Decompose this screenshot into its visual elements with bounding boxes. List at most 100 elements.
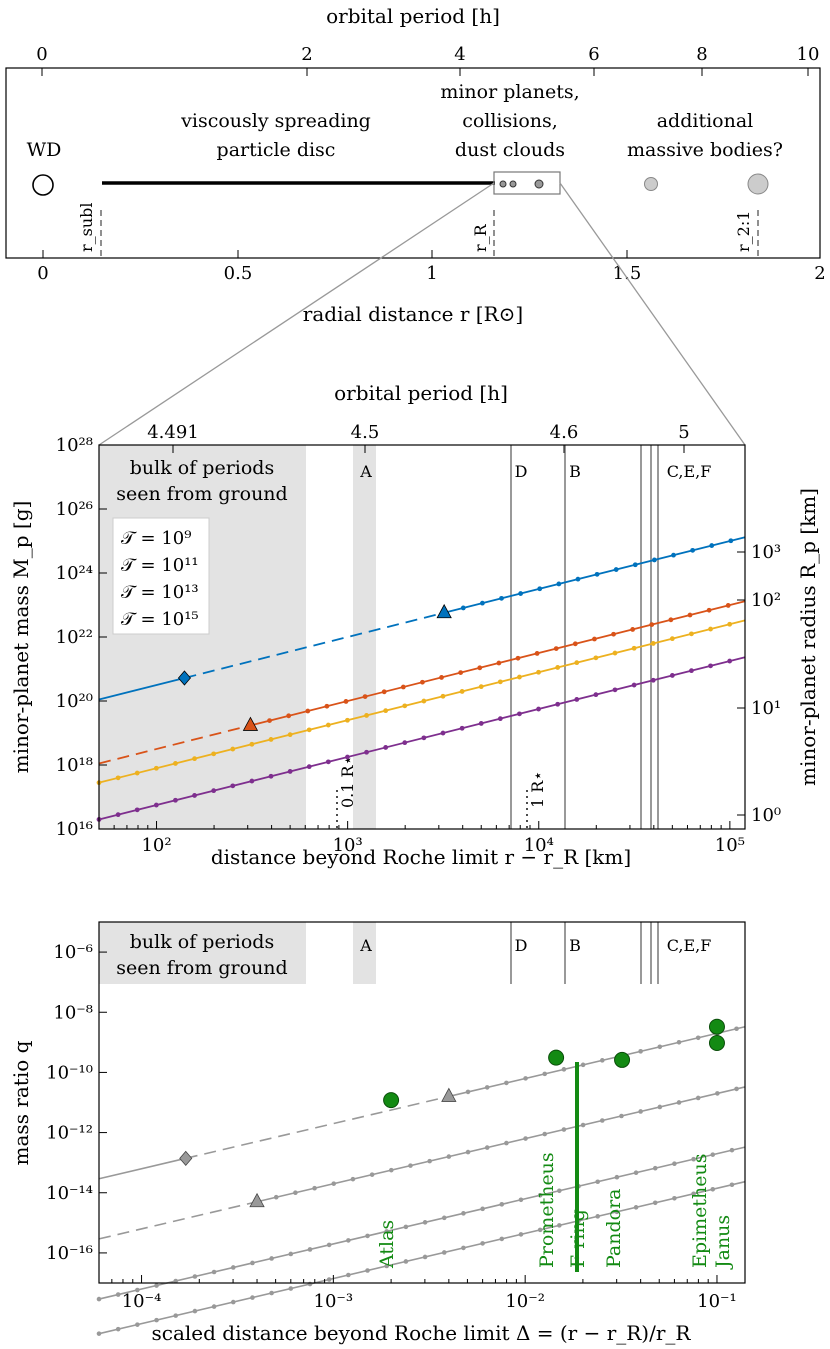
q-series-point — [384, 1263, 390, 1269]
q-diamond-marker — [179, 1150, 193, 1166]
series-point — [687, 612, 693, 618]
series-point — [364, 749, 369, 755]
series-point — [286, 713, 292, 719]
p2-top-tick-label: 4.6 — [550, 422, 579, 443]
q-series-point — [691, 1156, 696, 1162]
q-series-point — [96, 1296, 102, 1302]
q-series-point — [518, 1197, 524, 1203]
p2-top-tick-label: 4.491 — [147, 422, 199, 443]
q-series-point — [480, 1241, 485, 1246]
q-series-line — [256, 1086, 746, 1203]
p1-top-ticks: 0 2 4 6 8 10 — [36, 44, 819, 76]
q-series-point — [729, 1147, 735, 1153]
series-point — [650, 641, 656, 646]
series-point — [572, 641, 578, 647]
series-point — [612, 687, 618, 693]
q-series-point — [504, 1080, 509, 1086]
series-point — [420, 679, 425, 685]
series-point — [727, 658, 733, 664]
q-series-point — [542, 1131, 548, 1137]
p2-legend — [112, 517, 210, 635]
series-line-dashed — [98, 724, 251, 765]
series-point — [555, 701, 561, 707]
q-series-point — [365, 1233, 370, 1239]
series-point — [287, 769, 293, 774]
q-series-point — [446, 1154, 452, 1159]
q-series-point — [465, 1149, 471, 1155]
series-point — [690, 547, 696, 553]
p2-y-tick-label: 10¹⁸ — [56, 755, 93, 776]
series-point — [115, 775, 121, 781]
q-series-point — [388, 1167, 394, 1173]
series-point — [459, 725, 465, 731]
disc-label-1: viscously spreading — [180, 110, 371, 132]
q-series-point — [504, 1140, 509, 1146]
series-point — [268, 737, 274, 742]
q-series-point — [672, 1161, 677, 1166]
q-series-point — [192, 1308, 198, 1314]
p1-bottom-tick-label: 0 — [37, 263, 48, 284]
q-series-point — [346, 1238, 351, 1243]
q-series-point — [652, 1165, 658, 1171]
p2-y-right-tick-label: 10⁰ — [751, 805, 781, 826]
q-series-point — [441, 1250, 447, 1255]
series-point — [383, 745, 389, 750]
p2-rstar-1-label: 1 R⋆ — [528, 771, 547, 808]
p2-y-tick-label: 10²⁸ — [56, 435, 93, 456]
q-series-point — [480, 1206, 485, 1212]
series-point — [592, 636, 597, 642]
legend-item-3: 𝒯 = 10¹³ — [121, 582, 199, 603]
series-point — [192, 756, 197, 762]
p3-label-B: B — [569, 936, 581, 955]
q-series-point — [518, 1232, 524, 1237]
series-point — [440, 693, 446, 699]
series-point — [689, 631, 694, 637]
disc-label-2: particle disc — [217, 139, 336, 161]
series-point — [402, 703, 408, 709]
q-triangle-marker — [441, 1087, 457, 1102]
p2-top-tick-label: 4.5 — [351, 422, 380, 443]
series-point — [515, 655, 521, 661]
series-point — [728, 538, 734, 544]
q-series-point — [288, 1251, 294, 1257]
series-point — [649, 622, 655, 628]
q-series-point — [633, 1205, 639, 1210]
p3-y-tick-label: 10⁻¹⁰ — [46, 1062, 93, 1083]
p3-frame — [98, 921, 746, 1284]
p3-label-D: D — [515, 936, 528, 955]
q-series-line — [98, 1157, 186, 1180]
p2-y-right-tick-label: 10² — [751, 590, 781, 611]
series-point — [324, 703, 330, 709]
q-series-point — [135, 1287, 140, 1293]
q-series-point — [537, 1227, 543, 1233]
q-series-point — [269, 1256, 274, 1261]
q-series-point — [441, 1215, 447, 1221]
p2-ticks: 10² 10³ 10⁴ 10⁵ 10¹⁶ 10¹⁸ 10²⁰ 10²² 10²⁴ 10²⁶ 10²⁸… — [56, 422, 781, 856]
q-series-point — [461, 1245, 466, 1251]
massive-label-1: additional — [657, 110, 754, 132]
q-series-point — [288, 1286, 294, 1291]
q-series-point — [135, 1322, 140, 1327]
p2-y-tick-label: 10²⁴ — [56, 563, 93, 584]
q-series-point — [595, 1179, 600, 1185]
p1-top-tick-label: 4 — [454, 44, 465, 65]
series-point — [153, 802, 159, 808]
q-series-point — [422, 1220, 428, 1225]
minor-planet-marker — [499, 180, 507, 188]
series-point — [497, 679, 503, 685]
p2-ylabel-right: minor-planet radius R_p [km] — [796, 488, 820, 786]
series-point — [632, 562, 638, 568]
massive-body-marker — [747, 173, 769, 195]
p3-xlabel: scaled distance beyond Roche limit Δ = (… — [152, 1321, 692, 1345]
series-point — [287, 732, 293, 738]
minor-label-1: minor planets, — [440, 81, 579, 103]
moon-marker-pandora — [614, 1051, 631, 1068]
series-point — [496, 660, 502, 666]
q-series-point — [715, 1091, 720, 1096]
q-series-point — [729, 1182, 735, 1188]
series-point — [460, 605, 466, 611]
series-line — [443, 536, 746, 614]
q-series-point — [561, 1067, 567, 1072]
q-series-point — [331, 1181, 337, 1186]
series-point — [230, 746, 236, 752]
